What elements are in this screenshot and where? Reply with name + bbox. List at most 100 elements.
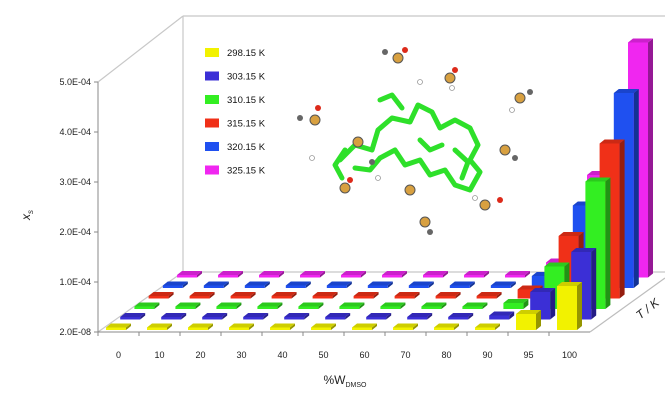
bar [421, 302, 447, 309]
bar-side [633, 89, 639, 288]
bar-side [427, 313, 433, 320]
bar-front [216, 306, 237, 309]
bar-side [182, 281, 188, 288]
x-tick-label: 100 [562, 350, 577, 360]
bar-side [264, 281, 270, 288]
legend-swatch [205, 118, 219, 128]
bar-front [285, 285, 306, 288]
bar-side [455, 292, 461, 299]
bar-front [341, 275, 361, 278]
bar-side [402, 271, 407, 278]
bar-side [454, 323, 459, 330]
bar [284, 313, 310, 320]
bar-top [300, 271, 325, 275]
bar [407, 313, 433, 320]
bar-top [423, 271, 448, 275]
bar-front [189, 296, 210, 299]
x-axis-title: %WDMSO [324, 373, 368, 389]
bar-top [449, 281, 475, 286]
bar-top [326, 281, 352, 286]
bar-front [162, 285, 183, 288]
bar-front [326, 285, 347, 288]
bar-side [387, 281, 393, 288]
bar-front [311, 327, 331, 330]
bar [300, 271, 325, 278]
bar [218, 271, 243, 278]
bar [188, 323, 213, 330]
bar [243, 313, 269, 320]
bar-top [490, 281, 516, 286]
bar-front [476, 296, 497, 299]
bar-front [339, 306, 360, 309]
legend-swatch [205, 142, 219, 151]
bar-side [140, 313, 146, 320]
bar-side [413, 323, 418, 330]
bar-top [259, 271, 284, 275]
bar-top [367, 281, 393, 286]
bar [202, 313, 228, 320]
bar-front [202, 317, 223, 320]
bar-side [197, 271, 202, 278]
bar-top [202, 313, 228, 317]
bar-side [482, 302, 488, 309]
bar-top [557, 282, 582, 286]
bar-top [134, 302, 160, 307]
bar-front [106, 327, 126, 330]
bar-front [517, 289, 538, 299]
bar-top [203, 281, 229, 286]
legend-label: 298.15 K [227, 48, 266, 59]
bar-top [148, 292, 174, 296]
bar [408, 281, 434, 288]
bar [366, 313, 392, 320]
bar-side [441, 302, 447, 309]
bar-side [290, 323, 295, 330]
bar [367, 281, 393, 288]
y-tick-label: 2.0E-04 [59, 227, 91, 237]
x-tick-label: 10 [154, 350, 164, 360]
bar-side [648, 38, 653, 278]
bar [434, 323, 459, 330]
bar-side [126, 323, 131, 330]
bar-top [366, 313, 392, 317]
bar [177, 271, 202, 278]
bar-top [476, 292, 502, 296]
bar-side [373, 292, 379, 299]
bars-group [106, 38, 653, 330]
bar-side [291, 292, 297, 299]
z-axis-title: T / K [633, 295, 662, 322]
bar [312, 292, 338, 299]
bar-side [510, 281, 516, 288]
bar-front [352, 327, 372, 330]
bar [489, 311, 515, 320]
bar [448, 313, 474, 320]
x-tick-label: 50 [318, 350, 328, 360]
bar-top [393, 323, 418, 328]
bar-front [161, 317, 182, 320]
bar-front [147, 327, 167, 330]
bar-top [464, 271, 489, 275]
bar-front [464, 275, 484, 278]
x-tick-label: 80 [441, 350, 451, 360]
bar-front [229, 327, 249, 330]
bar-front [366, 317, 387, 320]
bar-top [530, 288, 556, 292]
bar-front [188, 327, 208, 330]
bar-top [489, 311, 515, 316]
bar-top [257, 302, 283, 307]
bar-top [353, 292, 379, 296]
y-tick-label: 4.0E-04 [59, 127, 91, 137]
bar-front [489, 315, 510, 320]
bar-top [218, 271, 243, 275]
bar [203, 281, 229, 288]
floor-right-edge [589, 277, 665, 333]
bar-side [318, 302, 324, 309]
bar-side [346, 281, 352, 288]
bar-side [279, 271, 284, 278]
bar-front [243, 317, 264, 320]
x-tick-label: 0 [116, 350, 121, 360]
bar-front [380, 306, 401, 309]
bar-side [320, 271, 325, 278]
bar-top [325, 313, 351, 317]
